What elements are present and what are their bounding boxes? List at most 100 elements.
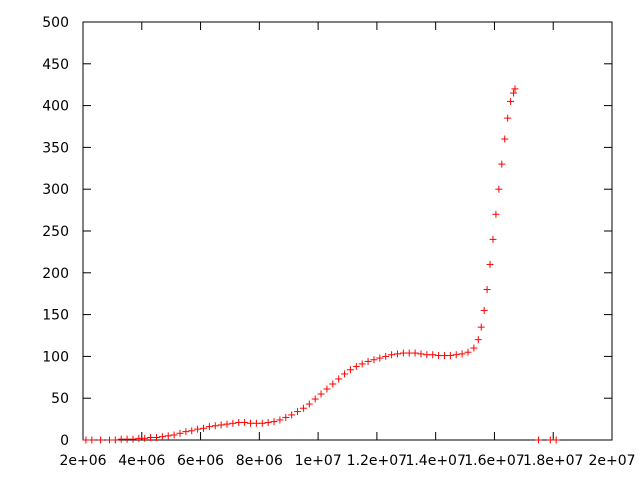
data-point xyxy=(352,362,360,370)
data-point xyxy=(117,435,125,443)
data-point xyxy=(370,356,378,364)
data-point xyxy=(435,352,443,360)
y-tick-label: 100 xyxy=(42,349,69,365)
data-point xyxy=(483,286,491,294)
data-point xyxy=(299,404,307,412)
data-point xyxy=(411,349,419,357)
data-point xyxy=(464,348,472,356)
data-point xyxy=(546,436,554,444)
x-tick-label: 1.2e+07 xyxy=(347,453,407,469)
data-point xyxy=(135,434,143,442)
data-point xyxy=(152,433,160,441)
plot-border xyxy=(82,21,613,441)
data-point xyxy=(470,344,478,352)
data-point xyxy=(507,97,515,105)
y-tick-label: 300 xyxy=(42,182,69,198)
data-point xyxy=(194,425,202,433)
data-point xyxy=(341,370,349,378)
data-point xyxy=(235,418,243,426)
data-point xyxy=(276,416,284,424)
data-point xyxy=(97,436,105,444)
x-tick-label: 2e+07 xyxy=(588,453,635,469)
data-point xyxy=(82,436,90,444)
data-point xyxy=(393,350,401,358)
y-tick-label: 450 xyxy=(42,57,69,73)
data-point xyxy=(399,349,407,357)
data-point xyxy=(311,395,319,403)
x-tick-label: 4e+06 xyxy=(118,453,165,469)
data-point xyxy=(492,210,500,218)
data-point xyxy=(199,424,207,432)
data-point xyxy=(241,418,249,426)
data-point xyxy=(147,433,155,441)
data-point xyxy=(510,89,518,97)
data-point xyxy=(182,428,190,436)
y-tick-label: 350 xyxy=(42,140,69,156)
y-tick-label: 50 xyxy=(51,391,69,407)
data-point xyxy=(429,351,437,359)
y-tick-label: 200 xyxy=(42,266,69,282)
y-tick-label: 400 xyxy=(42,99,69,115)
data-point xyxy=(223,420,231,428)
data-point xyxy=(335,375,343,383)
x-axis: 2e+06 4e+06 6e+06 8e+06 1e+07 1.2e+071.4e+071… xyxy=(59,22,636,469)
data-point xyxy=(382,352,390,360)
data-point xyxy=(205,423,213,431)
data-point xyxy=(258,419,266,427)
data-point xyxy=(105,436,113,444)
data-point xyxy=(501,135,509,143)
y-tick-label: 250 xyxy=(42,224,69,240)
data-point xyxy=(247,419,255,427)
data-point xyxy=(358,360,366,368)
data-point xyxy=(552,436,560,444)
data-point xyxy=(498,160,506,168)
y-tick-label: 500 xyxy=(42,15,69,31)
data-point xyxy=(158,433,166,441)
x-tick-label: 1.8e+07 xyxy=(523,453,583,469)
data-point xyxy=(452,351,460,359)
data-point xyxy=(305,400,313,408)
x-tick-label: 1.4e+07 xyxy=(405,453,465,469)
data-point xyxy=(123,435,131,443)
data-point xyxy=(329,380,337,388)
x-tick-label: 1e+07 xyxy=(295,453,342,469)
x-tick-label: 1.6e+07 xyxy=(464,453,524,469)
data-point xyxy=(480,306,488,314)
data-point xyxy=(264,418,272,426)
data-point xyxy=(229,419,237,427)
data-point xyxy=(346,366,354,374)
x-tick-label: 8e+06 xyxy=(236,453,283,469)
data-point xyxy=(495,185,503,193)
y-axis: 0 50 100 150 200 250 300 350 400 450 500 xyxy=(42,15,612,449)
data-point xyxy=(405,349,413,357)
data-point xyxy=(376,354,384,362)
data-point xyxy=(417,350,425,358)
data-point xyxy=(288,411,296,419)
data-point xyxy=(446,352,454,360)
data-point xyxy=(364,357,372,365)
y-tick-label: 150 xyxy=(42,308,69,324)
data-point xyxy=(111,436,119,444)
data-point xyxy=(282,413,290,421)
data-point xyxy=(423,351,431,359)
data-point xyxy=(217,421,225,429)
data-point xyxy=(477,323,485,331)
data-point xyxy=(458,350,466,358)
x-tick-label: 2e+06 xyxy=(59,453,106,469)
data-point xyxy=(317,390,325,398)
data-point xyxy=(88,436,96,444)
data-point xyxy=(211,422,219,430)
data-point xyxy=(388,351,396,359)
data-point xyxy=(252,419,260,427)
data-point xyxy=(323,385,331,393)
data-point xyxy=(474,336,482,344)
data-point xyxy=(440,352,448,360)
data-point xyxy=(170,431,178,439)
data-point xyxy=(294,408,302,416)
plot-frame xyxy=(82,21,613,441)
data-point xyxy=(504,114,512,122)
data-point xyxy=(511,85,519,93)
data-point xyxy=(489,235,497,243)
data-point xyxy=(535,436,543,444)
